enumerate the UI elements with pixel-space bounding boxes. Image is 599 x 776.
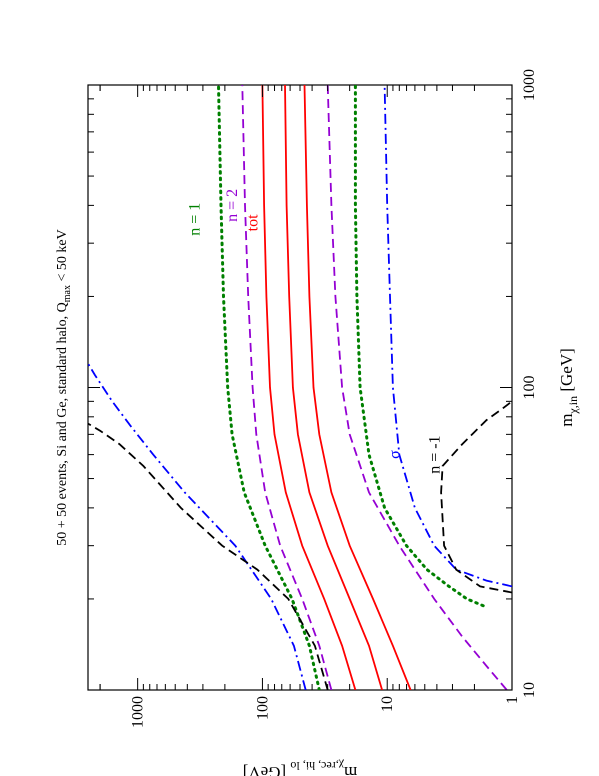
annotation-label-3: σ	[386, 450, 403, 459]
y-tick-label: 100	[254, 696, 271, 720]
annotation-label-1: n = 2	[224, 189, 241, 222]
y-axis-label-subscript: χ,rec, hi, lo	[290, 759, 345, 773]
chart-title: 50 + 50 events, Si and Ge, standard halo…	[55, 229, 73, 545]
x-tick-label: 1000	[521, 69, 538, 101]
x-axis-label-main: m	[557, 414, 576, 427]
y-axis-label: mχ,rec, hi, lo [GeV]	[243, 759, 358, 776]
plot-frame	[87, 84, 513, 691]
y-tick-label: 10	[379, 696, 396, 712]
x-axis-label-unit: [GeV]	[557, 348, 576, 396]
title-subscript: max	[62, 285, 73, 302]
series-line-5	[284, 85, 383, 690]
x-axis-label-subscript: χ,in	[566, 396, 580, 415]
title-main: 50 + 50 events, Si and Ge, standard halo…	[55, 302, 70, 546]
y-tick-label: 1000	[130, 696, 147, 728]
y-axis-label-unit: [GeV]	[243, 763, 291, 776]
series-line-1	[353, 85, 485, 608]
annotation-label-4: n = -1	[427, 435, 444, 473]
series-line-6	[303, 85, 412, 690]
annotation-label-0: n = 1	[186, 203, 203, 236]
x-tick-label: 10	[521, 682, 538, 698]
series-line-9	[88, 422, 329, 690]
y-axis-label-main: m	[344, 763, 357, 776]
series-line-10	[440, 400, 512, 594]
title-suffix: < 50 keV	[55, 229, 70, 285]
y-tick-label: 1	[504, 696, 521, 704]
series-line-4	[261, 85, 357, 690]
series-line-0	[217, 85, 321, 690]
series-line-3	[326, 85, 508, 690]
series-line-7	[88, 363, 307, 690]
x-tick-label: 100	[521, 376, 538, 400]
x-axis-label: mχ,in [GeV]	[557, 348, 580, 427]
series-line-2	[241, 85, 333, 690]
series-line-8	[383, 85, 512, 588]
series-layer	[88, 85, 512, 690]
annotation-label-2: tot	[244, 214, 261, 231]
